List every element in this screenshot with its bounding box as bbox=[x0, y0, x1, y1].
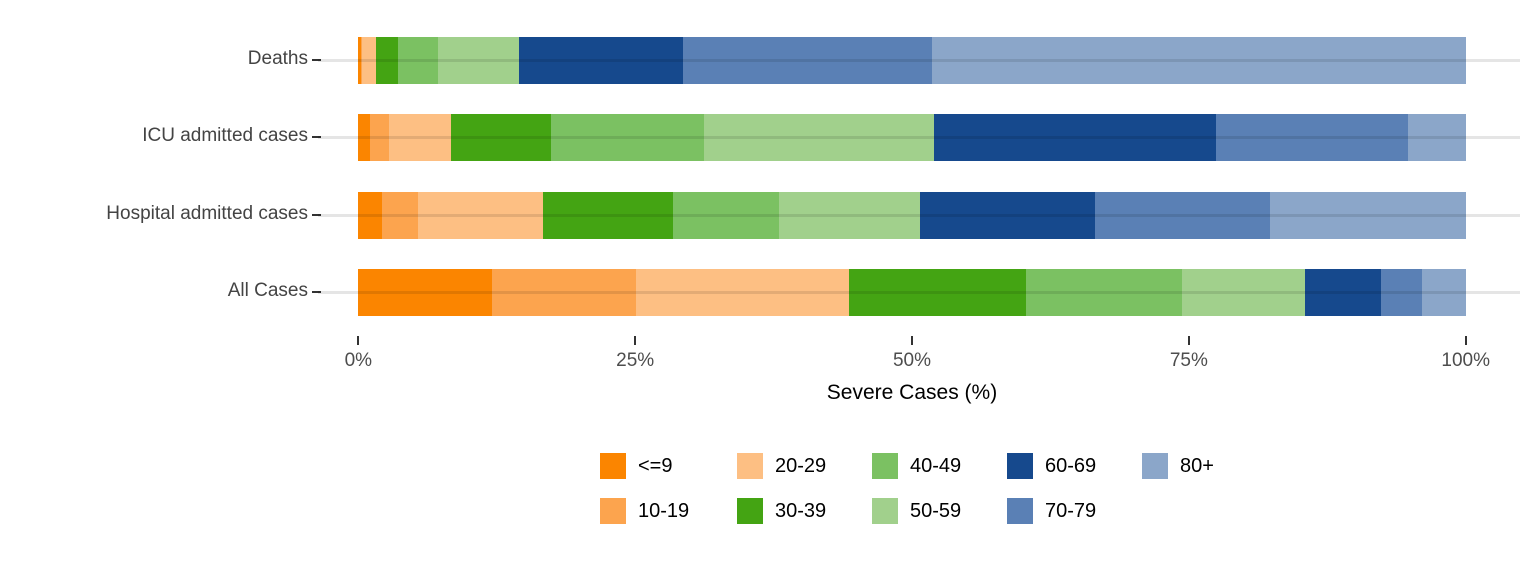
legend-label: <=9 bbox=[638, 455, 673, 477]
bar-segment-40-49 bbox=[1026, 268, 1183, 316]
bar-segment-20-29 bbox=[418, 191, 544, 239]
bar-row bbox=[358, 191, 1466, 239]
legend-label: 40-49 bbox=[910, 455, 962, 477]
category-tick-mark bbox=[312, 214, 321, 216]
x-axis-tick-mark bbox=[1464, 336, 1467, 345]
bar-segment-60-69 bbox=[518, 36, 683, 84]
bar-segment-80+ bbox=[1422, 268, 1466, 316]
legend-swatch--9 bbox=[600, 453, 626, 479]
bar-segment-80+ bbox=[931, 36, 1466, 84]
legend-label: 60-69 bbox=[1045, 455, 1097, 477]
bar-segment-30-39 bbox=[375, 36, 399, 84]
bar-segment--9 bbox=[358, 191, 382, 239]
bar-segment-60-69 bbox=[919, 191, 1095, 239]
legend-swatch-40-49 bbox=[872, 453, 898, 479]
bar-segment-80+ bbox=[1408, 113, 1466, 161]
bar-segment-20-29 bbox=[389, 113, 452, 161]
bar-segment-70-79 bbox=[1216, 113, 1409, 161]
x-axis-tick-mark bbox=[634, 336, 637, 345]
bar-row bbox=[358, 36, 1466, 84]
bar-segment-30-39 bbox=[543, 191, 673, 239]
x-axis-tick-mark bbox=[911, 336, 913, 345]
legend-swatch-60-69 bbox=[1007, 453, 1033, 479]
legend-label: 70-79 bbox=[1045, 500, 1097, 522]
bar-segment-10-19 bbox=[370, 113, 390, 161]
x-axis-tick-label: 25% bbox=[616, 350, 655, 371]
category-label: ICU admitted cases bbox=[142, 125, 308, 146]
x-axis-title: Severe Cases (%) bbox=[826, 381, 998, 404]
category-label: All Cases bbox=[227, 280, 308, 301]
bar-segment-40-49 bbox=[672, 191, 780, 239]
legend-swatch-80+ bbox=[1142, 453, 1168, 479]
bar-segment-40-49 bbox=[550, 113, 704, 161]
bar-segment-70-79 bbox=[1381, 268, 1423, 316]
bar-segment-40-49 bbox=[398, 36, 438, 84]
gridline bbox=[318, 214, 1520, 217]
bar-segment-10-19 bbox=[492, 268, 637, 316]
legend-label: 30-39 bbox=[775, 500, 827, 522]
category-tick-mark bbox=[312, 291, 321, 293]
x-axis-tick-label: 0% bbox=[344, 350, 373, 371]
bar-segment-50-59 bbox=[779, 191, 920, 239]
legend-label: 50-59 bbox=[910, 500, 962, 522]
x-axis-tick-mark bbox=[357, 336, 360, 345]
bar-row bbox=[358, 268, 1466, 316]
bar-segment-20-29 bbox=[361, 36, 376, 84]
bar-segment-70-79 bbox=[1094, 191, 1270, 239]
bar-segment-50-59 bbox=[703, 113, 935, 161]
bar-segment-80+ bbox=[1269, 191, 1466, 239]
category-label: Deaths bbox=[247, 48, 308, 69]
bar-segment--9 bbox=[358, 36, 361, 84]
bar-segment-20-29 bbox=[636, 268, 849, 316]
bar-segment-60-69 bbox=[1305, 268, 1382, 316]
legend-swatch-70-79 bbox=[1007, 498, 1033, 524]
category-tick-mark bbox=[312, 136, 321, 138]
x-axis-tick-mark bbox=[1187, 336, 1190, 345]
legend-swatch-30-39 bbox=[737, 498, 763, 524]
bar-segment--9 bbox=[358, 113, 371, 161]
bar-segment-30-39 bbox=[848, 268, 1027, 316]
legend-swatch-20-29 bbox=[737, 453, 763, 479]
x-axis-tick-label: 75% bbox=[1169, 350, 1208, 371]
bar-segment-10-19 bbox=[360, 36, 362, 84]
x-axis-tick-label: 50% bbox=[892, 350, 932, 371]
bar-segment-50-59 bbox=[1182, 268, 1306, 316]
category-tick-mark bbox=[312, 59, 321, 61]
gridline bbox=[318, 291, 1520, 294]
legend-label: 20-29 bbox=[775, 455, 827, 477]
bar-segment-30-39 bbox=[451, 113, 551, 161]
bar-segment-60-69 bbox=[934, 113, 1217, 161]
bar-segment-50-59 bbox=[437, 36, 519, 84]
gridline bbox=[318, 59, 1520, 62]
gridline bbox=[318, 136, 1520, 139]
bar-row bbox=[358, 113, 1466, 161]
x-axis-tick-label: 100% bbox=[1441, 350, 1490, 371]
legend-label: 80+ bbox=[1180, 455, 1214, 477]
category-label: Hospital admitted cases bbox=[106, 203, 308, 224]
legend-label: 10-19 bbox=[638, 500, 690, 522]
legend-swatch-10-19 bbox=[600, 498, 626, 524]
bar-segment-70-79 bbox=[682, 36, 932, 84]
bar-segment--9 bbox=[358, 268, 493, 316]
legend-swatch-50-59 bbox=[872, 498, 898, 524]
bar-segment-10-19 bbox=[381, 191, 419, 239]
